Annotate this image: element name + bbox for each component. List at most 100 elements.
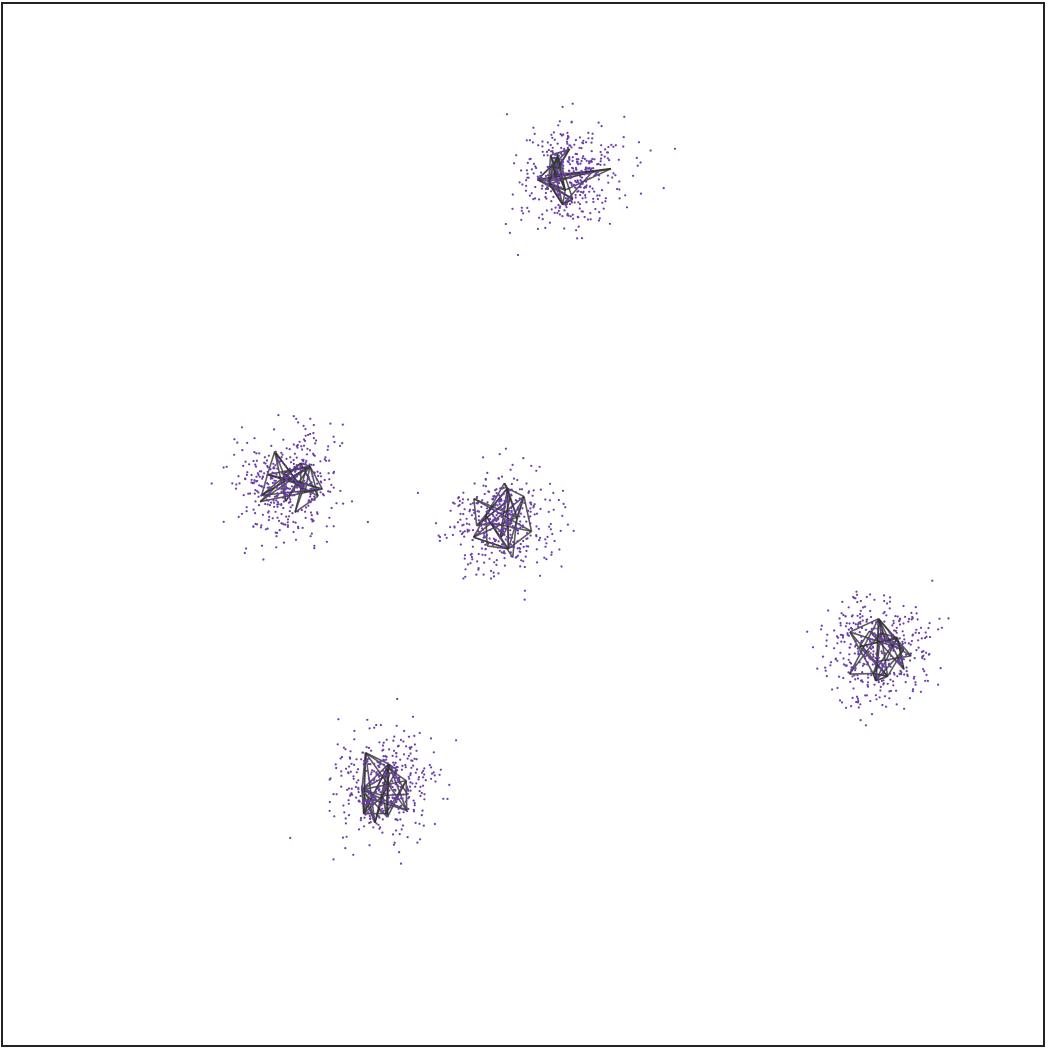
cluster-bottom-point [367,792,370,796]
cluster-top-point [544,191,548,195]
cluster-middle-point [492,497,495,500]
cluster-middle-point [516,532,520,535]
cluster-top-point [554,153,557,156]
cluster-bottom-point [340,774,343,777]
cluster-top-point [599,157,603,160]
cluster-right-point [855,695,859,698]
cluster-right-point [884,652,887,655]
cluster-middle-point [520,502,523,505]
cluster-right-point [844,625,848,628]
cluster-top-point [538,198,541,201]
cluster-top-point [604,148,607,151]
cluster-left-point [274,510,277,513]
cluster-middle-point [473,517,476,520]
cluster-right-point [866,638,869,641]
cluster-middle-point [498,549,501,552]
cluster-right-point [842,657,845,660]
cluster-left-point [280,487,283,490]
cluster-middle-point [496,525,499,528]
cluster-right-point [864,694,867,697]
cluster-middle-point [499,487,502,490]
cluster-middle-point [543,556,546,559]
cluster-right-point [891,624,894,627]
cluster-left-point [308,477,311,480]
cluster-right-point [846,632,849,635]
cluster-top-point [614,174,617,177]
cluster-top-point [563,202,566,205]
cluster-top-point [572,217,575,220]
cluster-bottom-point [382,741,385,744]
cluster-middle-point [471,538,474,542]
cluster-bottom-point [361,802,364,805]
cluster-left-point [266,466,269,469]
cluster-bottom-point [334,763,337,766]
cluster-middle-point [495,488,498,491]
cluster-right-point [851,696,854,700]
cluster-top-point [544,187,548,191]
cluster-right-point [831,688,834,691]
cluster-right-point [824,669,827,672]
cluster-middle-point [475,497,478,500]
cluster-right-point [834,657,838,660]
cluster-middle-point [434,522,438,525]
cluster-left-point [257,495,260,498]
cluster-top-point [524,189,528,192]
cluster-left-edge [260,474,269,496]
cluster-bottom-point [365,784,368,787]
cluster-right-point [857,625,860,628]
cluster-right-point [894,629,897,633]
cluster-top-point [532,198,535,201]
cluster-middle-point [550,553,553,556]
cluster-middle-point [503,533,506,536]
cluster-top-point [557,151,560,155]
cluster-left-point [291,511,294,515]
cluster-left-point [280,503,283,506]
cluster-left-point [297,482,300,485]
cluster-top-edge [553,173,557,176]
cluster-bottom-point [392,843,396,846]
cluster-left-point [253,451,256,454]
cluster-right-edge [877,618,905,651]
cluster-right-point [882,682,885,685]
cluster-middle-point [559,529,562,533]
cluster-bottom-point [373,726,376,729]
cluster-left-point [289,500,292,503]
cluster-left-point [268,486,272,489]
cluster-bottom-point [383,759,386,762]
cluster-top-point [546,186,549,189]
cluster-top-point [552,131,556,134]
cluster-bottom-point [402,811,405,814]
cluster-bottom-point [412,799,415,802]
cluster-middle-point [510,493,513,496]
cluster-bottom-point [409,752,412,755]
cluster-left-point [325,540,328,543]
cluster-left-point [304,510,307,513]
cluster-bottom-point [400,828,403,831]
cluster-top-point [618,180,621,183]
cluster-left-point [250,478,253,481]
cluster-right-point [845,622,848,625]
cluster-bottom-point [362,777,365,780]
cluster-top-point [541,150,544,153]
cluster-left-point [273,501,276,504]
cluster-right-point [924,631,927,634]
cluster-middle-point [529,507,532,510]
cluster-left-point [254,489,257,492]
cluster-middle-point [498,512,501,515]
cluster-top-point [564,150,567,153]
cluster-right-point [894,615,897,618]
cluster-right-point [847,671,850,674]
cluster-right-point [870,674,873,677]
cluster-top-point [649,149,652,152]
cluster-right-point [907,617,911,621]
cluster-middle-point [505,523,508,526]
cluster-top-point [560,171,563,174]
cluster-middle-point [516,554,520,557]
cluster-middle-point [521,524,525,527]
cluster-left-point [237,515,240,519]
cluster-right-point [855,700,858,704]
cluster-right-edge [872,661,879,674]
cluster-right-point [901,640,904,643]
cluster-right-point [910,639,914,643]
cluster-right-point [873,683,876,686]
